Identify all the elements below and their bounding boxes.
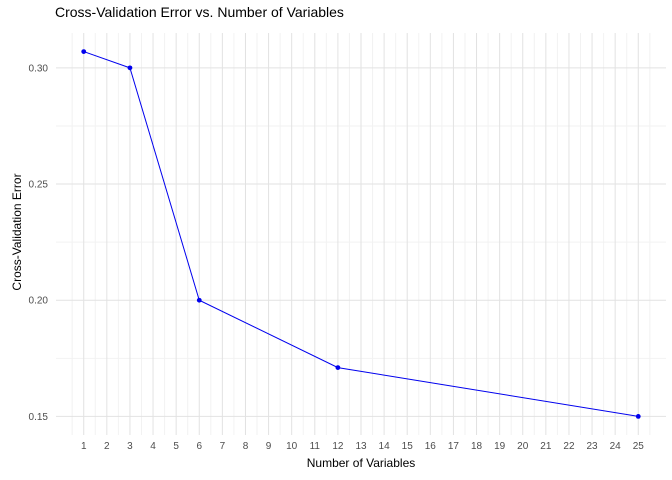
y-tick-label: 0.25 xyxy=(29,180,49,191)
x-tick-label: 19 xyxy=(494,441,506,452)
x-tick-label: 9 xyxy=(266,441,272,452)
x-tick-label: 21 xyxy=(540,441,552,452)
x-tick-label: 16 xyxy=(425,441,437,452)
data-point xyxy=(127,65,133,71)
x-tick-label: 7 xyxy=(220,441,226,452)
x-tick-label: 17 xyxy=(448,441,460,452)
y-tick-label: 0.20 xyxy=(29,296,49,307)
y-tick-label: 0.30 xyxy=(29,63,49,74)
x-tick-label: 2 xyxy=(104,441,110,452)
chart-title: Cross-Validation Error vs. Number of Var… xyxy=(55,4,344,20)
x-tick-label: 18 xyxy=(471,441,483,452)
data-point xyxy=(635,414,641,419)
data-point xyxy=(81,49,87,54)
x-tick-label: 5 xyxy=(173,441,179,452)
x-tick-label: 10 xyxy=(286,441,298,452)
x-tick-label: 24 xyxy=(610,441,622,452)
x-tick-label: 1 xyxy=(81,441,87,452)
x-tick-label: 13 xyxy=(355,441,367,452)
x-tick-label: 6 xyxy=(196,441,202,452)
x-tick-label: 25 xyxy=(633,441,645,452)
x-tick-label: 4 xyxy=(150,441,156,452)
y-tick-label: 0.15 xyxy=(29,412,49,423)
data-point xyxy=(196,297,202,303)
x-tick-label: 3 xyxy=(127,441,133,452)
x-tick-label: 22 xyxy=(563,441,575,452)
x-tick-label: 8 xyxy=(243,441,249,452)
x-tick-label: 12 xyxy=(332,441,344,452)
data-point xyxy=(335,365,341,371)
x-tick-label: 15 xyxy=(402,441,414,452)
x-tick-label: 14 xyxy=(379,441,391,452)
x-tick-label: 20 xyxy=(517,441,529,452)
x-tick-label: 11 xyxy=(310,441,321,452)
x-axis-title: Number of Variables xyxy=(306,456,416,470)
x-tick-label: 23 xyxy=(586,441,598,452)
